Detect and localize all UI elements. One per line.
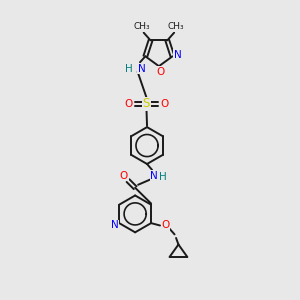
Text: N: N	[150, 171, 158, 181]
Text: CH₃: CH₃	[134, 22, 151, 31]
Text: N: N	[111, 220, 119, 230]
Text: CH₃: CH₃	[167, 22, 184, 31]
Text: O: O	[124, 99, 133, 109]
Text: N: N	[138, 64, 146, 74]
Text: N: N	[174, 50, 182, 60]
Text: H: H	[159, 172, 167, 182]
Text: O: O	[161, 220, 170, 230]
Text: O: O	[156, 67, 164, 76]
Text: S: S	[143, 98, 150, 110]
Text: H: H	[125, 64, 133, 74]
Text: O: O	[120, 171, 128, 181]
Text: O: O	[160, 99, 168, 109]
